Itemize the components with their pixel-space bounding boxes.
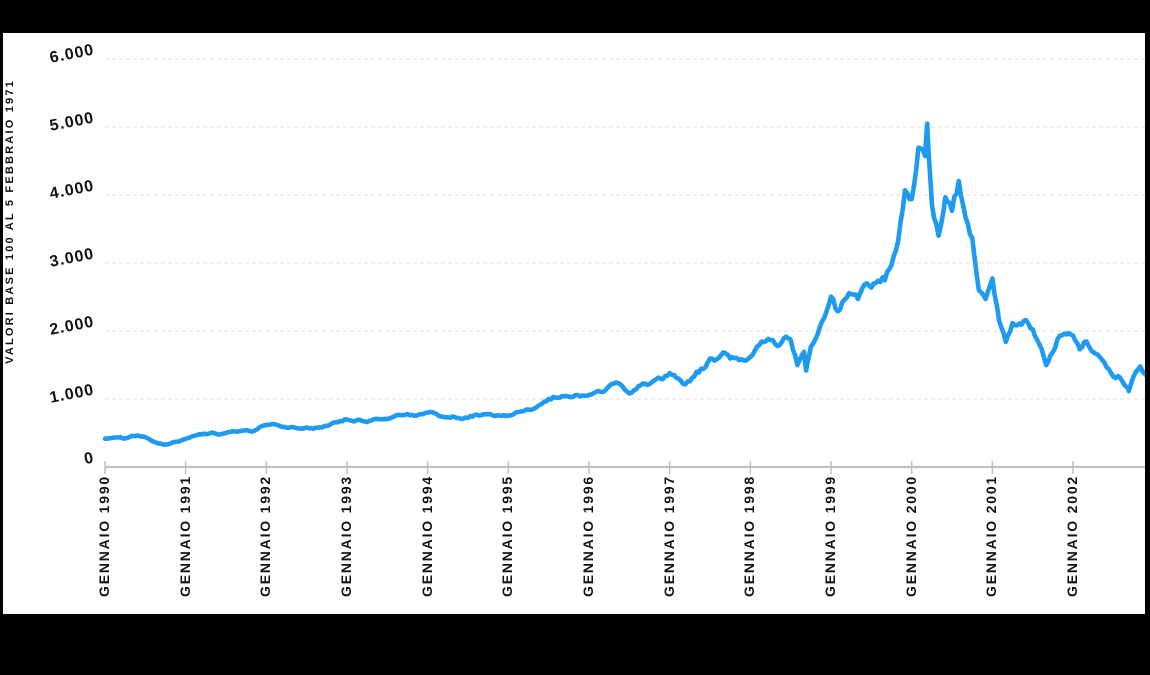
x-tick-label-text: GENNAIO 2000 — [902, 475, 919, 597]
index-line-series — [102, 121, 1145, 447]
chart-svg — [102, 58, 1145, 474]
chart-panel: VALORI BASE 100 AL 5 FEBBRAIO 1971 GENNA… — [3, 33, 1145, 614]
x-tick-label-text: GENNAIO 1994 — [418, 475, 435, 597]
series-group — [102, 121, 1145, 447]
x-tick-label-text: GENNAIO 2001 — [983, 475, 1000, 597]
x-tick-label-text: GENNAIO 1997 — [660, 475, 677, 597]
gridlines-group — [105, 58, 1145, 400]
x-tick-label-text: GENNAIO 1995 — [499, 475, 516, 597]
x-tick-label-text: GENNAIO 1993 — [338, 475, 354, 597]
x-tick-label-text: GENNAIO 1992 — [257, 475, 274, 597]
x-tick-label-text: GENNAIO 1998 — [741, 475, 758, 597]
x-tick-label-text: GENNAIO 1996 — [580, 475, 597, 597]
x-tick-label-text: GENNAIO 2002 — [1064, 475, 1081, 597]
x-tick-label-text: GENNAIO 1990 — [96, 475, 112, 597]
x-tick-label-text: GENNAIO 1991 — [176, 475, 193, 597]
x-tick-label-text: GENNAIO 1999 — [822, 475, 839, 597]
axis-group — [104, 461, 1145, 474]
